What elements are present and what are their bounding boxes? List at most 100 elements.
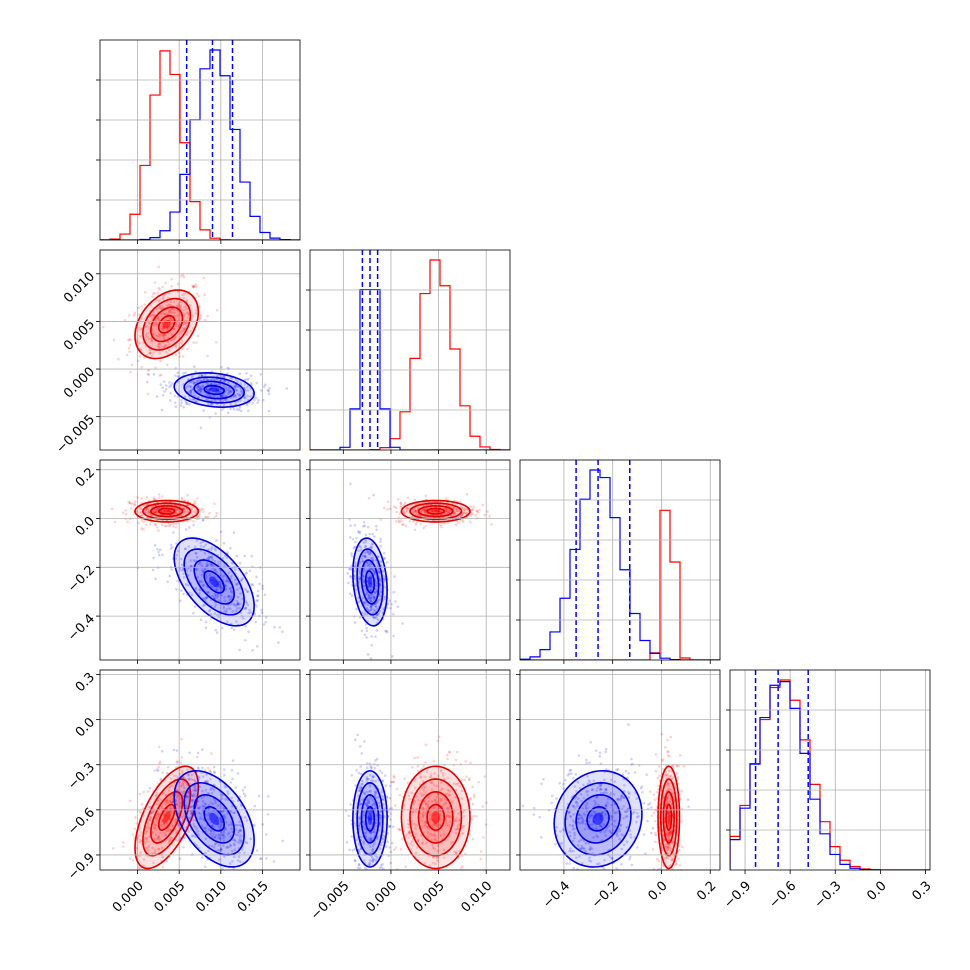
sample-dot: [147, 845, 151, 848]
sample-dot: [217, 382, 221, 386]
sample-dot: [240, 578, 243, 582]
sample-dot: [569, 847, 572, 850]
sample-dot: [196, 778, 200, 782]
sample-dot: [373, 803, 377, 807]
sample-dot: [361, 554, 364, 557]
sample-dot: [452, 840, 455, 844]
sample-dot: [387, 825, 391, 828]
sample-dot: [359, 772, 363, 776]
sample-dot: [236, 588, 239, 591]
sample-dot: [167, 789, 171, 793]
sample-dot: [679, 887, 682, 890]
sample-dot: [416, 505, 420, 509]
sample-dot: [155, 791, 159, 795]
sample-dot: [213, 547, 216, 550]
sample-dot: [158, 839, 161, 842]
sample-dot: [603, 778, 606, 782]
sample-dot: [378, 560, 382, 563]
sample-dot: [378, 878, 381, 881]
sample-dot: [222, 375, 226, 378]
sample-dot: [179, 784, 182, 788]
sample-dot: [127, 500, 130, 504]
sample-dot: [182, 507, 186, 510]
sample-dot: [163, 803, 167, 807]
sample-dot: [177, 351, 181, 354]
sample-dot: [209, 612, 213, 616]
sample-dot: [234, 833, 237, 836]
sample-dot: [352, 546, 356, 550]
sample-dot: [433, 833, 436, 836]
sample-dot: [253, 824, 256, 827]
sample-dot: [382, 867, 385, 870]
sample-dot: [197, 767, 200, 770]
sample-dot: [165, 350, 168, 354]
sample-dot: [413, 509, 416, 512]
sample-dot: [201, 384, 205, 388]
sample-dot: [379, 816, 383, 820]
sample-dot: [149, 816, 153, 820]
sample-dot: [349, 524, 352, 527]
sample-dot: [175, 749, 179, 752]
sample-dot: [183, 814, 186, 818]
sample-dot: [219, 530, 223, 534]
sample-dot: [127, 346, 131, 350]
sample-dot: [224, 827, 228, 831]
sample-dot: [257, 794, 261, 798]
sample-dot: [369, 831, 372, 834]
sample-dot: [166, 336, 170, 340]
sample-dot: [413, 503, 417, 506]
sample-dot: [132, 313, 136, 317]
sample-dot: [156, 799, 159, 803]
sample-dot: [210, 563, 213, 567]
sample-dot: [371, 568, 375, 571]
sample-dot: [218, 837, 222, 840]
contour-0-3-1: [417, 790, 454, 844]
sample-dot: [650, 814, 654, 817]
sample-dot: [233, 811, 236, 814]
sample-dot: [474, 513, 478, 517]
sample-dot: [173, 394, 177, 398]
sample-dot: [157, 345, 160, 349]
sample-dot: [257, 398, 260, 402]
sample-dot: [220, 821, 224, 824]
sample-dot: [407, 825, 410, 829]
sample-dot: [146, 848, 150, 852]
sample-dot: [207, 393, 210, 397]
sample-dot: [241, 789, 245, 792]
sample-dot: [470, 817, 474, 821]
sample-dot: [192, 792, 196, 796]
sample-dot: [422, 813, 425, 817]
sample-dot: [185, 321, 188, 325]
sample-dot: [462, 510, 466, 514]
sample-dot: [199, 817, 202, 821]
sample-dot: [582, 846, 585, 850]
sample-dot: [247, 630, 251, 634]
sample-dot: [165, 303, 169, 307]
sample-dot: [675, 765, 679, 768]
sample-dot: [210, 398, 214, 402]
sample-dot: [213, 568, 217, 572]
sample-dot: [197, 846, 201, 850]
sample-dot: [226, 550, 229, 554]
sample-dot: [381, 795, 385, 798]
sample-dot: [206, 314, 209, 318]
sample-dot: [410, 791, 414, 795]
sample-dot: [368, 790, 371, 793]
sample-dot: [189, 329, 192, 333]
sample-dot: [364, 545, 367, 548]
sample-dot: [446, 757, 449, 761]
sample-dot: [239, 828, 242, 832]
sample-dot: [358, 531, 361, 535]
sample-dot: [460, 832, 463, 836]
sample-dot: [210, 546, 214, 549]
panel-frame: [99, 669, 301, 871]
sample-dot: [171, 824, 175, 828]
sample-dot: [146, 790, 150, 793]
sample-dot: [668, 864, 672, 867]
sample-dot: [416, 839, 420, 842]
sample-dot: [230, 768, 234, 772]
sample-dot: [167, 342, 171, 346]
sample-dot: [128, 350, 131, 353]
sample-dot: [156, 335, 159, 338]
sample-dot: [665, 774, 669, 777]
